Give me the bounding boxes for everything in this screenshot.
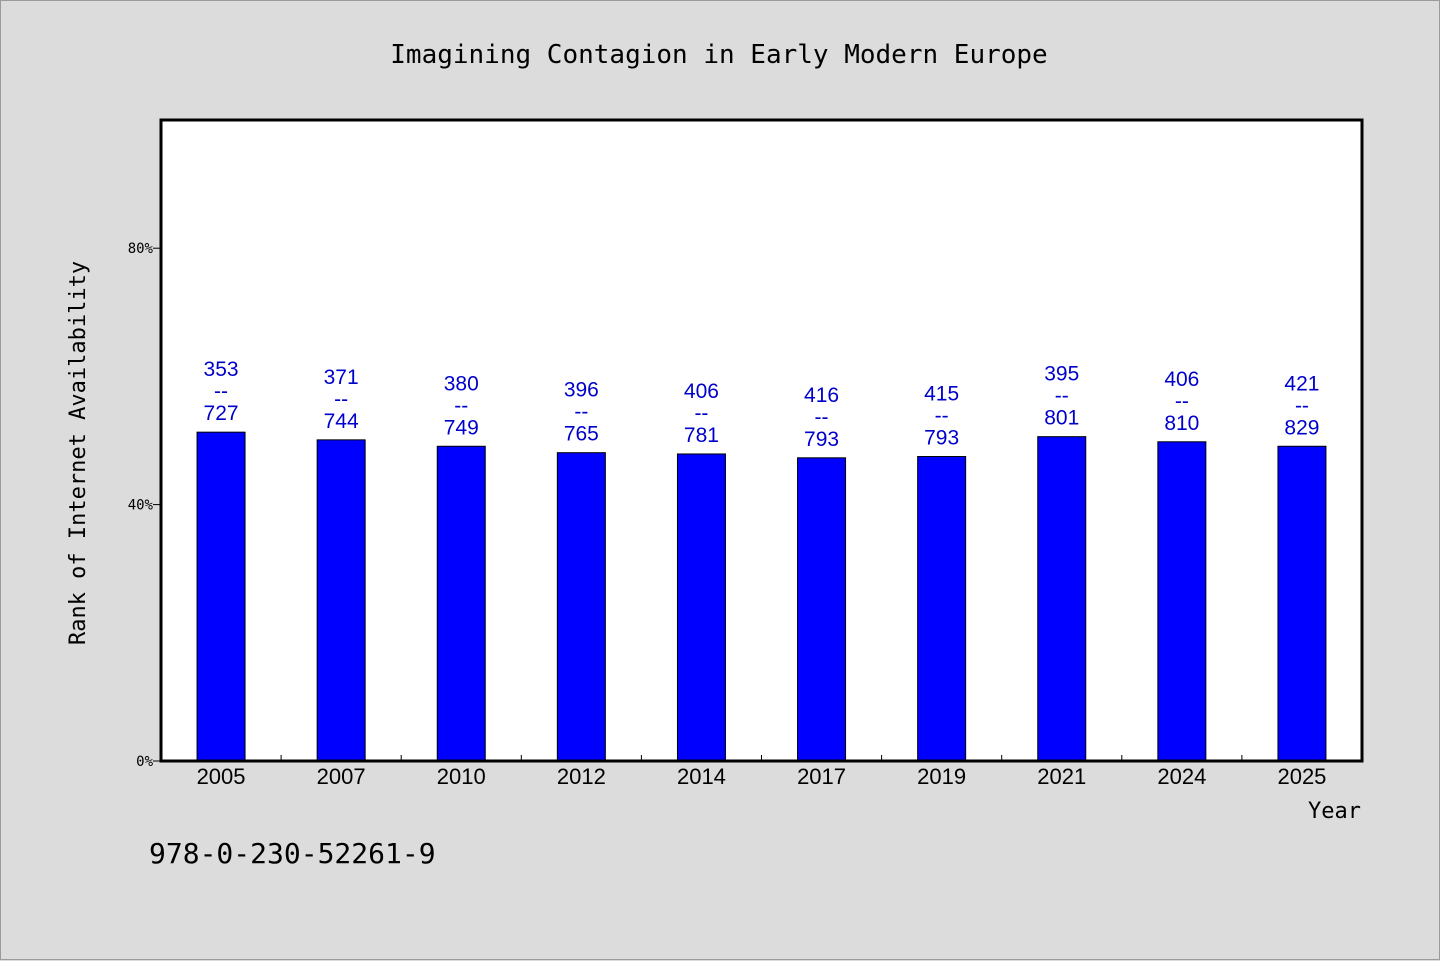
bar-2007 bbox=[316, 439, 366, 762]
x-axis-ticks: 2005 2007 2010 2012 2014 2017 2019 2021 2024 2025 bbox=[197, 755, 1326, 789]
x-tick-label-2012: 2012 bbox=[557, 764, 606, 789]
bar-2017 bbox=[797, 457, 847, 762]
bar-2024 bbox=[1157, 441, 1207, 762]
bar-2019 bbox=[917, 456, 967, 762]
data-label-2012: 396 --765 bbox=[564, 379, 599, 446]
y-tick-label: 0% bbox=[136, 754, 153, 770]
data-label-2017: 416 --793 bbox=[804, 384, 839, 451]
data-label-2024: 406 --810 bbox=[1164, 368, 1199, 435]
bar-2025 bbox=[1277, 445, 1327, 762]
bar-2021 bbox=[1037, 436, 1087, 762]
data-labels-layer: 353 --727 371 --744 380 --749 396 --765 406 --781… bbox=[204, 358, 1320, 451]
chart-title: Imagining Contagion in Early Modern Euro… bbox=[390, 40, 1047, 70]
x-tick-label-2025: 2025 bbox=[1277, 764, 1326, 789]
x-tick-label-2019: 2019 bbox=[917, 764, 966, 789]
data-label-2007: 371 --744 bbox=[324, 366, 359, 433]
isbn-text: 978-0-230-52261-9 bbox=[149, 837, 436, 870]
data-label-2019: 415 --793 bbox=[924, 383, 959, 450]
y-axis-label: Rank of Internet Availability bbox=[66, 261, 91, 645]
bar-2010 bbox=[436, 445, 486, 762]
bar-2005 bbox=[196, 431, 246, 762]
y-tick-label: 80% bbox=[128, 241, 154, 257]
data-label-2014: 406 --781 bbox=[684, 380, 719, 447]
data-label-2005: 353 --727 bbox=[204, 358, 239, 425]
bar-2012 bbox=[556, 452, 606, 762]
y-tick-label: 40% bbox=[128, 498, 154, 514]
data-label-2010: 380 --749 bbox=[444, 372, 479, 439]
x-axis-label: Year bbox=[1308, 799, 1361, 824]
x-tick-label-2024: 2024 bbox=[1157, 764, 1206, 789]
x-tick-label-2010: 2010 bbox=[437, 764, 486, 789]
data-label-2021: 395 --801 bbox=[1044, 363, 1079, 430]
bar-2014 bbox=[676, 453, 726, 762]
x-tick-label-2014: 2014 bbox=[677, 764, 726, 789]
y-axis-ticks: 0% 40% 80% bbox=[128, 241, 161, 770]
x-tick-label-2017: 2017 bbox=[797, 764, 846, 789]
data-label-2025: 421 --829 bbox=[1284, 372, 1319, 439]
x-tick-label-2007: 2007 bbox=[317, 764, 366, 789]
x-tick-label-2005: 2005 bbox=[197, 764, 246, 789]
x-tick-label-2021: 2021 bbox=[1037, 764, 1086, 789]
bars-layer bbox=[196, 431, 1327, 762]
